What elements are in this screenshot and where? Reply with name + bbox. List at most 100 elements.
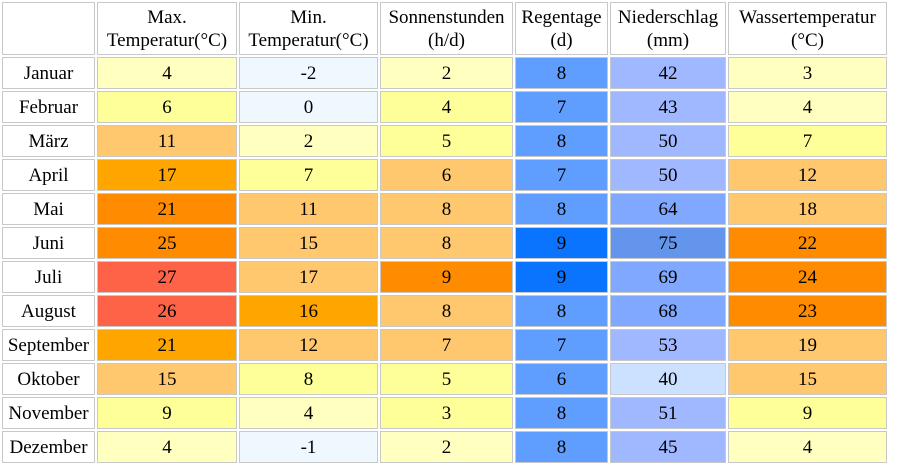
value-cell: 42 [610, 57, 726, 89]
column-header-max-temperatur: Max. Temperatur(°C) [97, 2, 237, 55]
table-row: April 17 7 6 7 50 12 [2, 159, 887, 191]
month-label: Oktober [2, 363, 95, 395]
month-label: Juli [2, 261, 95, 293]
value-cell: 4 [97, 431, 237, 463]
value-cell: 8 [239, 363, 378, 395]
value-cell: 15 [97, 363, 237, 395]
value-cell: 64 [610, 193, 726, 225]
value-cell: 7 [515, 91, 608, 123]
value-cell: 21 [97, 193, 237, 225]
corner-cell [2, 2, 95, 55]
value-cell: 7 [728, 125, 887, 157]
value-cell: 15 [239, 227, 378, 259]
table-row: Februar 6 0 4 7 43 4 [2, 91, 887, 123]
value-cell: 8 [515, 397, 608, 429]
value-cell: 4 [728, 91, 887, 123]
value-cell: 27 [97, 261, 237, 293]
value-cell: 45 [610, 431, 726, 463]
value-cell: 22 [728, 227, 887, 259]
column-header-line2: (h/d) [428, 29, 465, 51]
column-header-wassertemperatur: Wassertemperatur (°C) [728, 2, 887, 55]
value-cell: 69 [610, 261, 726, 293]
value-cell: 6 [515, 363, 608, 395]
month-label: November [2, 397, 95, 429]
column-header-line1: Max. [147, 6, 187, 28]
table-row: November 9 4 3 8 51 9 [2, 397, 887, 429]
column-header-line2: (°C) [791, 29, 824, 51]
value-cell: 23 [728, 295, 887, 327]
table-row: Juli 27 17 9 9 69 24 [2, 261, 887, 293]
value-cell: 18 [728, 193, 887, 225]
month-label: April [2, 159, 95, 191]
value-cell: 7 [239, 159, 378, 191]
value-cell: 5 [380, 363, 513, 395]
value-cell: 8 [515, 295, 608, 327]
value-cell: 9 [515, 227, 608, 259]
table-row: März 11 2 5 8 50 7 [2, 125, 887, 157]
value-cell: 7 [515, 329, 608, 361]
value-cell: 50 [610, 125, 726, 157]
value-cell: 16 [239, 295, 378, 327]
column-header-line1: Niederschlag [617, 6, 719, 28]
value-cell: 24 [728, 261, 887, 293]
value-cell: 8 [380, 295, 513, 327]
value-cell: 9 [728, 397, 887, 429]
column-header-niederschlag: Niederschlag (mm) [610, 2, 726, 55]
value-cell: 9 [380, 261, 513, 293]
table-row: Juni 25 15 8 9 75 22 [2, 227, 887, 259]
month-label: Januar [2, 57, 95, 89]
value-cell: 3 [380, 397, 513, 429]
value-cell: 17 [97, 159, 237, 191]
value-cell: 2 [380, 431, 513, 463]
column-header-line2: Temperatur(°C) [106, 29, 228, 51]
value-cell: 9 [97, 397, 237, 429]
table-row: Oktober 15 8 5 6 40 15 [2, 363, 887, 395]
header-row: Max. Temperatur(°C) Min. Temperatur(°C) … [2, 2, 887, 55]
column-header-line2: (mm) [646, 29, 690, 51]
value-cell: 40 [610, 363, 726, 395]
value-cell: 8 [515, 193, 608, 225]
month-label: Dezember [2, 431, 95, 463]
value-cell: 5 [380, 125, 513, 157]
value-cell: 6 [380, 159, 513, 191]
value-cell: 8 [380, 193, 513, 225]
value-cell: 25 [97, 227, 237, 259]
value-cell: 0 [239, 91, 378, 123]
value-cell: 8 [515, 431, 608, 463]
value-cell: 68 [610, 295, 726, 327]
value-cell: 17 [239, 261, 378, 293]
value-cell: 15 [728, 363, 887, 395]
month-label: Februar [2, 91, 95, 123]
value-cell: 4 [728, 431, 887, 463]
value-cell: 43 [610, 91, 726, 123]
value-cell: 4 [380, 91, 513, 123]
month-label: März [2, 125, 95, 157]
column-header-min-temperatur: Min. Temperatur(°C) [239, 2, 378, 55]
value-cell: -2 [239, 57, 378, 89]
value-cell: 2 [380, 57, 513, 89]
value-cell: 3 [728, 57, 887, 89]
month-label: Mai [2, 193, 95, 225]
value-cell: 19 [728, 329, 887, 361]
value-cell: 4 [97, 57, 237, 89]
value-cell: 4 [239, 397, 378, 429]
column-header-line2: Temperatur(°C) [248, 29, 369, 51]
column-header-regentage: Regentage (d) [515, 2, 608, 55]
value-cell: 7 [380, 329, 513, 361]
value-cell: 8 [515, 57, 608, 89]
value-cell: -1 [239, 431, 378, 463]
table-row: Dezember 4 -1 2 8 45 4 [2, 431, 887, 463]
month-label: Juni [2, 227, 95, 259]
table-row: Januar 4 -2 2 8 42 3 [2, 57, 887, 89]
value-cell: 9 [515, 261, 608, 293]
value-cell: 8 [380, 227, 513, 259]
column-header-line1: Sonnenstunden [388, 6, 505, 28]
table-row: Mai 21 11 8 8 64 18 [2, 193, 887, 225]
value-cell: 7 [515, 159, 608, 191]
value-cell: 12 [239, 329, 378, 361]
value-cell: 8 [515, 125, 608, 157]
month-label: September [2, 329, 95, 361]
value-cell: 6 [97, 91, 237, 123]
value-cell: 11 [239, 193, 378, 225]
